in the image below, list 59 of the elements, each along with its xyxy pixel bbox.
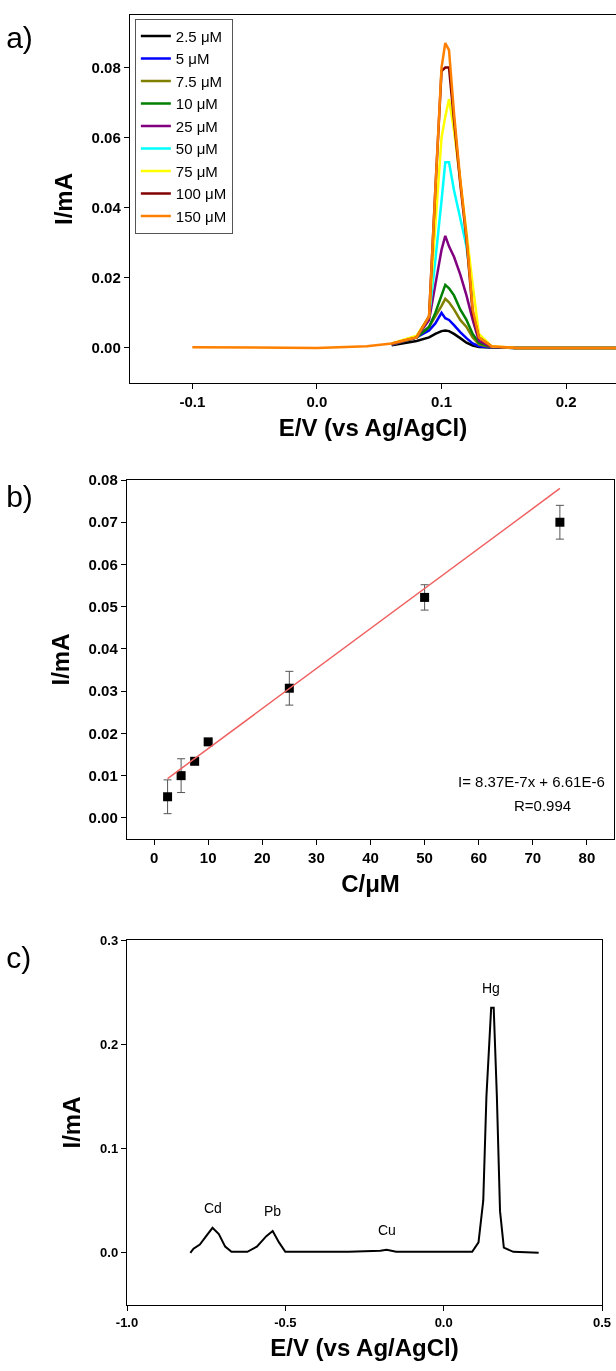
chart-title: b)	[6, 480, 33, 514]
x-tick-label: 10	[199, 849, 217, 867]
y-axis-title: I/mA	[49, 172, 77, 226]
y-tick-label: 0.04	[91, 199, 122, 217]
x-tick-label: 20	[253, 849, 271, 867]
chart-title: c)	[6, 941, 32, 975]
y-tick-label: 0.06	[88, 555, 118, 573]
y-tick-label: 0.05	[88, 597, 118, 615]
x-tick-label: 60	[470, 849, 488, 867]
chart-title: a)	[6, 21, 33, 55]
x-tick-label: 70	[524, 849, 542, 867]
x-tick-label: 30	[308, 849, 325, 867]
annotation: I= 8.37E-7x + 6.61E-6	[458, 773, 605, 790]
legend-label: 2.5 μM	[175, 27, 223, 45]
legend-label: 100 μM	[175, 185, 227, 203]
legend-label: 150 μM	[175, 207, 227, 225]
x-axis-title: E/V (vs Ag/AgCl)	[278, 414, 468, 442]
y-tick-label: 0.06	[91, 128, 121, 146]
y-tick-label: 0.3	[100, 932, 119, 948]
y-tick-label: 0.04	[88, 640, 119, 658]
y-tick-label: 0.00	[88, 809, 118, 827]
x-tick-label: -0.5	[274, 1314, 297, 1330]
y-tick-label: 0.01	[88, 766, 118, 784]
y-tick-label: 0.03	[88, 682, 118, 700]
x-tick-label: 0.0	[306, 393, 328, 411]
legend-label: 50 μM	[175, 140, 218, 158]
x-tick-label: 0.1	[431, 393, 452, 411]
annotation: Cd	[204, 1200, 222, 1216]
x-tick-label: 40	[362, 849, 379, 867]
annotation: Hg	[482, 980, 500, 996]
y-tick-label: 0.02	[88, 724, 118, 742]
legend-label: 10 μM	[175, 95, 218, 113]
x-axis-title: C/μM	[341, 870, 400, 898]
annotation: Cu	[378, 1222, 396, 1238]
y-tick-label: 0.1	[100, 1141, 119, 1157]
legend-label: 75 μM	[175, 162, 218, 180]
y-tick-label: 0.00	[91, 339, 121, 357]
y-tick-label: 0.08	[88, 471, 118, 489]
y-tick-label: 0.07	[88, 513, 118, 531]
x-tick-label: 0.5	[592, 1314, 612, 1330]
legend-label: 25 μM	[175, 117, 218, 135]
x-tick-label: -1.0	[115, 1314, 139, 1330]
x-tick-label: -0.1	[179, 393, 206, 411]
y-tick-label: 0.0	[100, 1245, 119, 1261]
x-axis-title: E/V (vs Ag/AgCl)	[270, 1334, 459, 1361]
y-axis-title: I/mA	[46, 633, 74, 686]
y-axis-title: I/mA	[58, 1096, 86, 1149]
annotation: R=0.994	[514, 797, 572, 814]
y-tick-label: 0.08	[91, 58, 121, 76]
x-tick-label: 50	[416, 849, 433, 867]
annotation: Pb	[264, 1203, 282, 1219]
x-tick-label: 80	[578, 849, 596, 867]
legend-label: 5 μM	[175, 50, 210, 68]
y-tick-label: 0.02	[91, 269, 121, 287]
x-tick-label: 0.2	[555, 393, 577, 411]
x-tick-label: 0	[149, 849, 159, 867]
legend-label: 7.5 μM	[175, 72, 223, 90]
y-tick-label: 0.2	[100, 1036, 119, 1052]
x-tick-label: 0.0	[434, 1314, 453, 1330]
